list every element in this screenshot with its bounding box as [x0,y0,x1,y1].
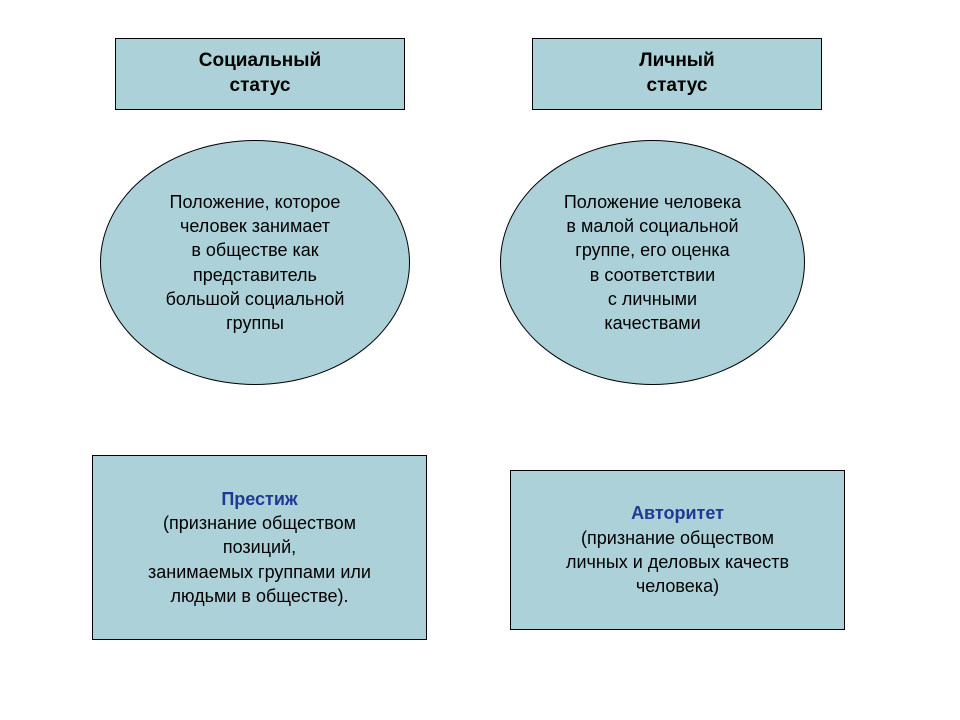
header-label-left: Социальныйстатус [199,49,321,98]
definition-circle-social: Положение, котороечеловек занимаетв обще… [100,140,410,385]
circle-text-left: Положение, котороечеловек занимаетв обще… [166,190,345,336]
bottom-box-authority: Авторитет (признание обществомличных и д… [510,470,845,630]
bottom-title-left: Престиж [221,487,297,511]
bottom-body-right: (признание обществомличных и деловых кач… [566,526,789,599]
header-label-right: Личныйстатус [639,49,714,98]
header-box-social-status: Социальныйстатус [115,38,405,110]
bottom-box-prestige: Престиж (признание обществомпозиций,зани… [92,455,427,640]
definition-circle-personal: Положение человекав малой социальнойгруп… [500,140,805,385]
bottom-title-right: Авторитет [631,501,724,525]
bottom-body-left: (признание обществомпозиций,занимаемых г… [148,511,371,608]
header-box-personal-status: Личныйстатус [532,38,822,110]
circle-text-right: Положение человекав малой социальнойгруп… [564,190,741,336]
